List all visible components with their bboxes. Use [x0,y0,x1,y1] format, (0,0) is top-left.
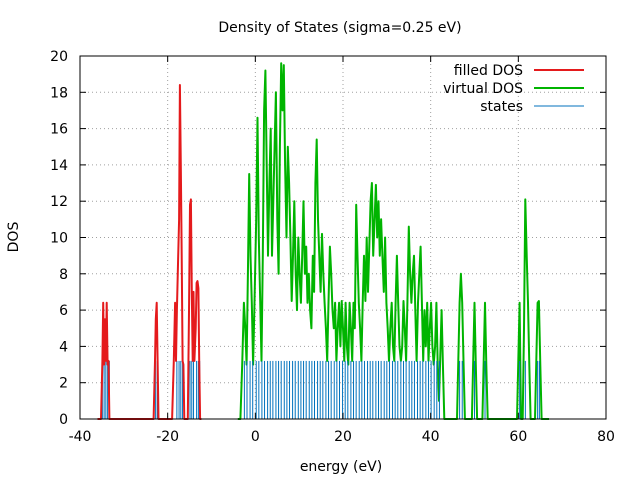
y-tick-label: 20 [50,49,68,65]
legend-label: virtual DOS [443,81,523,97]
y-tick-label: 14 [50,158,68,174]
y-tick-label: 16 [50,122,68,138]
y-axis-ticks: 0 2 4 6 8 10 12 14 16 18 20 [50,49,606,428]
x-tick-label: 40 [422,429,440,445]
legend: filled DOS virtual DOS states [443,63,584,115]
y-tick-label: 10 [50,231,68,247]
legend-label: states [480,99,523,115]
x-tick-label: 60 [509,429,527,445]
virtual-dos-line [237,62,549,420]
x-axis-ticks: -40 -20 0 20 40 60 80 [69,56,615,445]
filled-dos-line [97,84,202,420]
x-axis-label: energy (eV) [300,459,382,475]
y-tick-label: 6 [59,303,68,319]
x-tick-label: -20 [156,429,179,445]
y-tick-label: 2 [59,376,68,392]
x-tick-label: 20 [334,429,352,445]
x-tick-label: 0 [251,429,260,445]
x-tick-label: 80 [597,429,615,445]
y-tick-label: 12 [50,194,68,210]
chart-title: Density of States (sigma=0.25 eV) [218,20,461,36]
states-sticks [101,360,540,419]
y-tick-label: 8 [59,267,68,283]
y-tick-label: 4 [59,339,68,355]
y-tick-label: 18 [50,85,68,101]
legend-label: filled DOS [454,63,523,79]
plot-area [97,62,549,420]
y-axis-label: DOS [6,222,22,253]
y-tick-label: 0 [59,412,68,428]
x-tick-label: -40 [69,429,92,445]
grid [80,56,606,419]
